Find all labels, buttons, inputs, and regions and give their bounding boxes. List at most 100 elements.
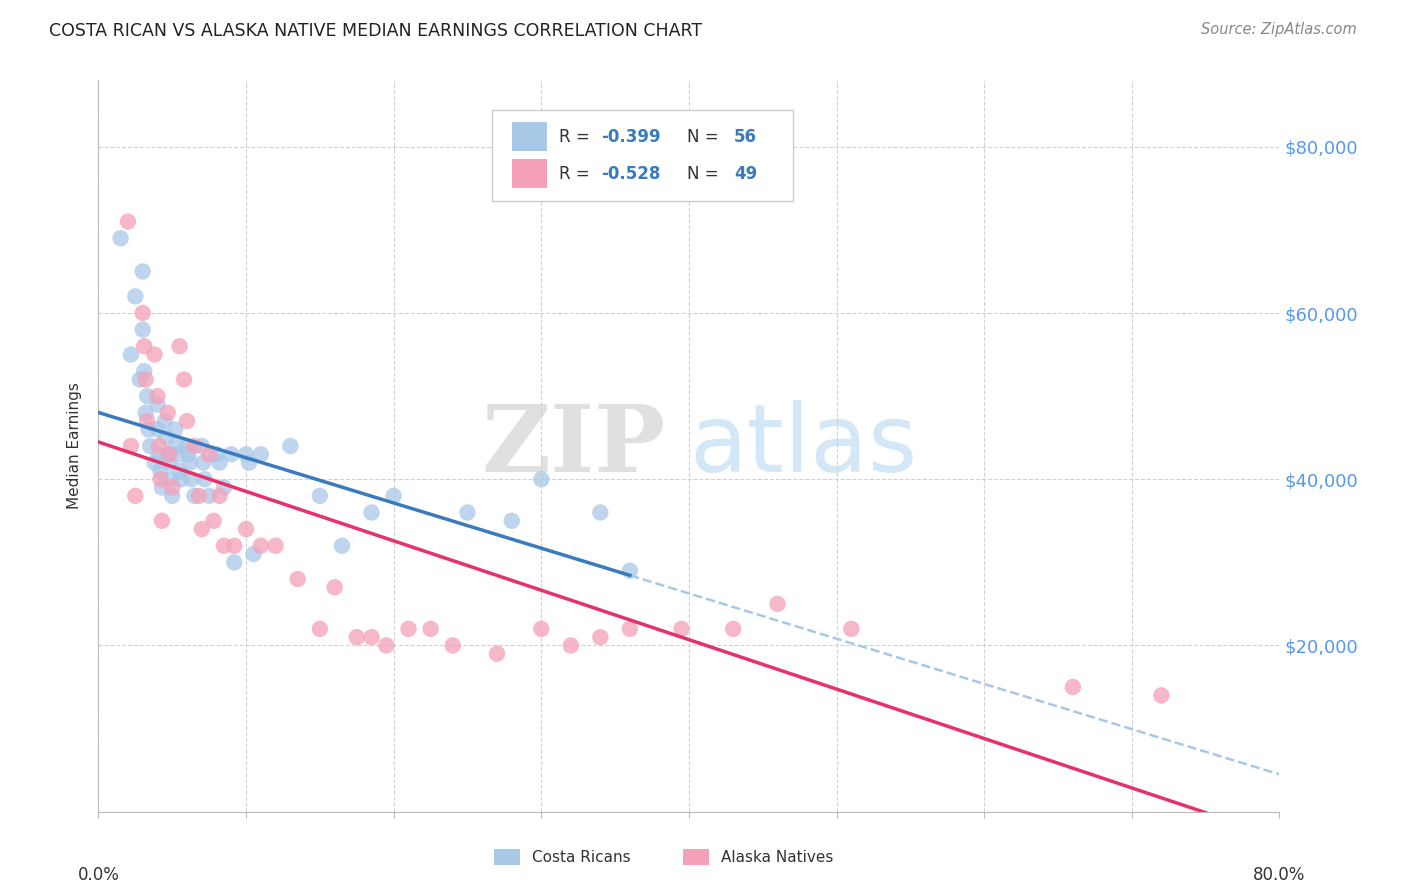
Point bbox=[146, 389, 169, 403]
Point bbox=[224, 555, 246, 569]
Point bbox=[162, 489, 183, 503]
Point bbox=[560, 639, 582, 653]
Point bbox=[191, 522, 214, 536]
Point bbox=[153, 414, 176, 428]
Point bbox=[173, 372, 195, 386]
Point bbox=[589, 506, 612, 520]
Point bbox=[619, 622, 641, 636]
Point bbox=[157, 447, 180, 461]
Point bbox=[208, 456, 231, 470]
Text: 49: 49 bbox=[734, 165, 756, 183]
Point bbox=[382, 489, 405, 503]
Point bbox=[165, 422, 187, 436]
Bar bbox=[512, 159, 547, 188]
Point bbox=[841, 622, 863, 636]
Point bbox=[346, 630, 368, 644]
Point bbox=[135, 372, 157, 386]
Text: R =: R = bbox=[560, 128, 595, 145]
Point bbox=[280, 439, 302, 453]
Point bbox=[156, 447, 179, 461]
Point bbox=[398, 622, 420, 636]
Point bbox=[150, 481, 173, 495]
Point bbox=[224, 539, 246, 553]
Point bbox=[191, 439, 214, 453]
Point bbox=[132, 306, 155, 320]
Point bbox=[110, 231, 132, 245]
Point bbox=[120, 439, 142, 453]
Point bbox=[124, 289, 146, 303]
Point bbox=[143, 347, 166, 362]
Point bbox=[143, 456, 166, 470]
Point bbox=[323, 580, 346, 594]
Text: -0.528: -0.528 bbox=[602, 165, 661, 183]
Point bbox=[309, 489, 332, 503]
Point bbox=[134, 339, 156, 353]
Point bbox=[139, 439, 162, 453]
Point bbox=[167, 447, 190, 461]
Text: N =: N = bbox=[686, 128, 724, 145]
Point bbox=[530, 622, 553, 636]
Point bbox=[124, 489, 146, 503]
Point bbox=[157, 456, 180, 470]
Point bbox=[501, 514, 523, 528]
Text: COSTA RICAN VS ALASKA NATIVE MEDIAN EARNINGS CORRELATION CHART: COSTA RICAN VS ALASKA NATIVE MEDIAN EARN… bbox=[49, 22, 703, 40]
Point bbox=[146, 422, 169, 436]
Point bbox=[132, 264, 155, 278]
Point bbox=[180, 472, 202, 486]
FancyBboxPatch shape bbox=[492, 110, 793, 201]
Point bbox=[1062, 680, 1084, 694]
Text: -0.399: -0.399 bbox=[602, 128, 661, 145]
Point bbox=[187, 489, 209, 503]
Text: atlas: atlas bbox=[689, 400, 917, 492]
Point bbox=[134, 364, 156, 378]
Point bbox=[176, 414, 198, 428]
Point bbox=[193, 456, 215, 470]
Point bbox=[146, 397, 169, 411]
Point bbox=[250, 447, 273, 461]
Text: N =: N = bbox=[686, 165, 724, 183]
Text: ZIP: ZIP bbox=[481, 401, 665, 491]
Point bbox=[486, 647, 509, 661]
Text: 56: 56 bbox=[734, 128, 756, 145]
Point bbox=[176, 439, 198, 453]
Point bbox=[235, 447, 257, 461]
Bar bbox=[512, 122, 547, 152]
Point bbox=[135, 406, 157, 420]
Point bbox=[128, 372, 150, 386]
Point bbox=[212, 481, 235, 495]
Point bbox=[360, 506, 382, 520]
Point bbox=[179, 456, 201, 470]
Point bbox=[457, 506, 479, 520]
Point bbox=[136, 414, 159, 428]
Point bbox=[177, 447, 200, 461]
Point bbox=[671, 622, 693, 636]
Point bbox=[198, 489, 221, 503]
Point bbox=[242, 547, 264, 561]
Bar bbox=[494, 849, 520, 865]
Point bbox=[155, 431, 177, 445]
Point bbox=[441, 639, 464, 653]
Point bbox=[148, 439, 170, 453]
Point bbox=[117, 214, 139, 228]
Point bbox=[360, 630, 382, 644]
Point bbox=[250, 539, 273, 553]
Point bbox=[287, 572, 309, 586]
Text: 80.0%: 80.0% bbox=[1253, 866, 1306, 884]
Point bbox=[1150, 689, 1173, 703]
Point bbox=[723, 622, 745, 636]
Point bbox=[149, 464, 172, 478]
Point bbox=[149, 472, 172, 486]
Point bbox=[205, 447, 228, 461]
Point bbox=[330, 539, 353, 553]
Point bbox=[238, 456, 260, 470]
Point bbox=[138, 422, 160, 436]
Text: 0.0%: 0.0% bbox=[77, 866, 120, 884]
Point bbox=[619, 564, 641, 578]
Text: Costa Ricans: Costa Ricans bbox=[531, 849, 630, 864]
Point bbox=[194, 472, 217, 486]
Point bbox=[375, 639, 398, 653]
Point bbox=[766, 597, 789, 611]
Point bbox=[136, 389, 159, 403]
Point bbox=[530, 472, 553, 486]
Point bbox=[202, 514, 225, 528]
